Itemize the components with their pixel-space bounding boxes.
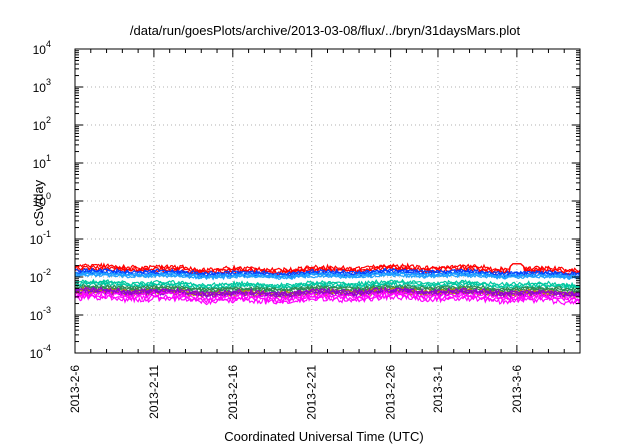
- y-tick-label: 101: [33, 153, 51, 171]
- x-tick-label: 2013-2-21: [305, 365, 319, 420]
- series-8: [74, 289, 581, 306]
- y-axis-label: cSv/day: [31, 179, 46, 226]
- y-tick-label: 10-1: [30, 229, 51, 247]
- y-tick-label: 10-3: [30, 305, 51, 323]
- y-tick-label: 103: [33, 77, 51, 95]
- grid-lines: [75, 49, 580, 353]
- y-tick-label: 10-4: [30, 343, 51, 361]
- series-line: [74, 271, 581, 279]
- series-line: [74, 262, 581, 274]
- x-axis-label: Coordinated Universal Time (UTC): [224, 429, 423, 444]
- series-layer: [74, 262, 581, 306]
- x-tick-label: 2013-3-1: [431, 365, 445, 413]
- y-tick-label: 104: [33, 39, 51, 57]
- x-tick-label: 2013-2-16: [226, 365, 240, 420]
- series-line: [74, 267, 581, 277]
- x-tick-label: 2013-2-6: [68, 365, 82, 413]
- tick-marks: [74, 48, 580, 354]
- x-tick-label: 2013-2-11: [147, 365, 161, 419]
- x-tick-label: 2013-2-26: [384, 365, 398, 420]
- series-line: [74, 279, 581, 289]
- chart-title: /data/run/goesPlots/archive/2013-03-08/f…: [130, 23, 521, 38]
- series-line: [74, 291, 581, 304]
- series-line: [74, 289, 581, 303]
- y-tick-label: 10-2: [30, 267, 51, 285]
- x-tick-labels: 2013-2-6 2013-2-11 2013-2-16 2013-2-21 2013-…: [68, 365, 524, 420]
- series-line: [74, 293, 581, 306]
- x-tick-label: 2013-3-6: [510, 365, 524, 413]
- series-line: [74, 286, 581, 296]
- series-3: [74, 271, 581, 281]
- y-tick-label: 102: [33, 115, 51, 133]
- series-4: [74, 278, 581, 291]
- series-line: [74, 278, 581, 288]
